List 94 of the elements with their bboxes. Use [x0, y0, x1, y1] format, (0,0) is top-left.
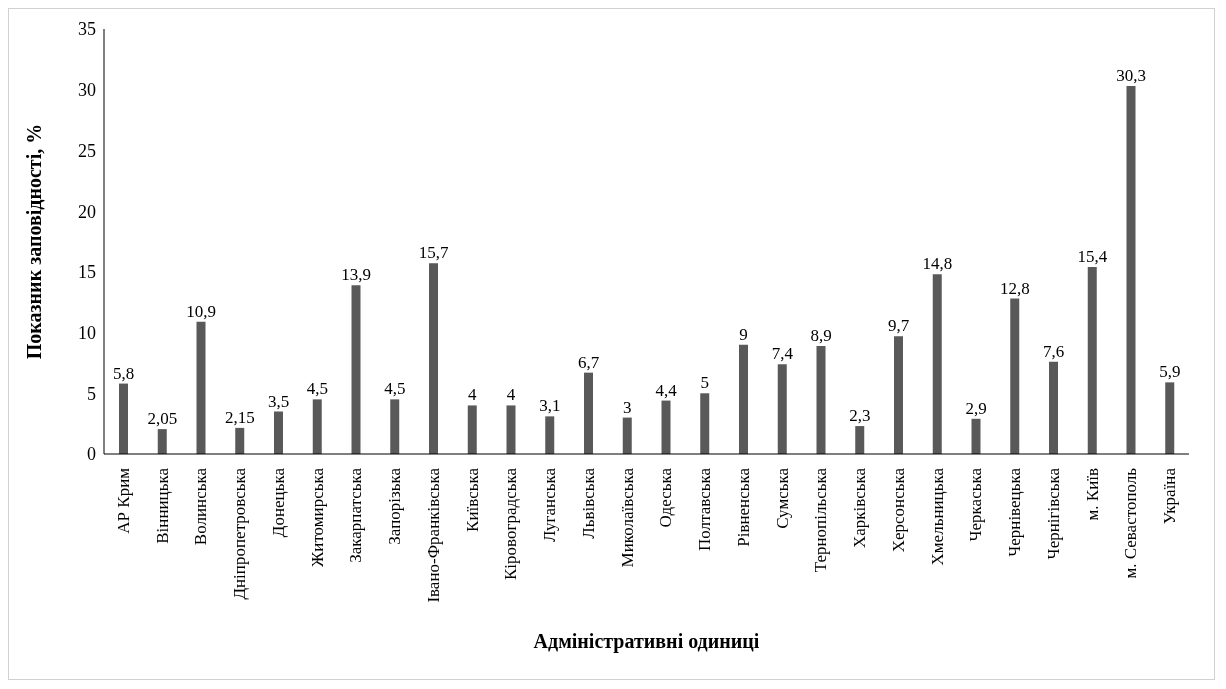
x-tick-label: Дніпропетровська [230, 467, 250, 600]
bar [816, 345, 826, 454]
data-label: 3,1 [539, 396, 561, 416]
bar [855, 426, 865, 454]
x-tick-label: Черкаська [966, 467, 986, 542]
data-label: 3,5 [267, 391, 290, 411]
x-tick-label: Волинська [191, 467, 211, 546]
data-label: 4,5 [306, 379, 328, 399]
bar [351, 285, 361, 454]
y-tick-label: 15 [78, 262, 96, 283]
x-tick-label: Львівська [578, 467, 598, 539]
x-tick-label: Харківська [850, 467, 870, 549]
x-tick-label: м. Севастополь [1121, 467, 1141, 579]
x-tick-label: Україна [1160, 467, 1180, 525]
data-label: 4,4 [655, 380, 678, 400]
data-label: 2,15 [224, 407, 255, 427]
data-label: 9,7 [887, 316, 910, 336]
bar [196, 321, 206, 454]
data-label: 10,9 [186, 301, 216, 321]
x-axis-title: Адміністративні одиниці [533, 630, 760, 654]
x-tick-label: Одеська [656, 467, 676, 528]
x-tick-label: Луганська [540, 467, 560, 543]
x-tick-label: Вінницька [152, 467, 172, 544]
x-tick-label: Кіровоградська [501, 467, 521, 580]
x-tick-label: Полтавська [695, 467, 715, 551]
y-tick-label: 25 [78, 140, 96, 161]
bar [1165, 382, 1175, 454]
x-tick-label: АР Крим [113, 467, 133, 534]
data-label: 2,3 [849, 406, 871, 426]
data-label: 30,3 [1116, 66, 1146, 86]
x-tick-label: Херсонська [888, 467, 908, 553]
y-tick-label: 30 [78, 80, 96, 101]
data-label: 4 [468, 385, 477, 405]
x-tick-label: Хмельницька [927, 467, 947, 566]
data-label: 5,8 [112, 363, 135, 383]
data-label: 5,9 [1159, 362, 1181, 382]
bar [584, 372, 593, 454]
data-label: 8,9 [810, 325, 832, 345]
data-label: 15,4 [1077, 247, 1108, 266]
x-tick-label: Сумська [772, 467, 792, 529]
x-tick-label: Тернопільська [811, 467, 831, 573]
x-tick-label: Донецька [268, 467, 288, 538]
bar [429, 263, 438, 454]
x-tick-label: Закарпатська [346, 467, 366, 563]
data-label: 13,9 [341, 265, 371, 285]
y-tick-label: 5 [87, 383, 96, 404]
data-label: 4 [506, 385, 516, 405]
x-tick-label: Чернігівська [1043, 467, 1063, 560]
data-label: 9 [739, 324, 748, 344]
data-label: 6,7 [577, 352, 600, 372]
x-tick-label: Рівненська [733, 467, 753, 547]
data-label: 2,9 [965, 398, 987, 418]
bar [1087, 267, 1097, 454]
y-tick-label: 10 [78, 322, 96, 343]
data-label: 2,05 [147, 409, 178, 429]
bar [622, 417, 632, 454]
bar [157, 429, 167, 454]
y-tick-label: 20 [78, 201, 96, 222]
y-axis-title: Показник заповідності, % [23, 123, 46, 360]
data-label: 4,5 [384, 379, 406, 399]
bar [700, 393, 710, 454]
y-tick-label: 35 [78, 19, 96, 40]
bar [1126, 86, 1136, 454]
data-label: 5 [700, 373, 709, 393]
data-label: 15,7 [418, 243, 449, 263]
x-tick-label: Київська [462, 467, 482, 532]
x-tick-label: м. Київ [1082, 468, 1102, 521]
bar [545, 416, 555, 454]
data-label: 3 [623, 397, 632, 417]
bar [661, 400, 671, 454]
data-label: 14,8 [922, 254, 953, 274]
data-label: 12,8 [999, 278, 1030, 298]
x-tick-label: Івано-Франківська [423, 467, 443, 603]
bar [119, 383, 128, 454]
bar [235, 427, 245, 454]
bar [894, 336, 903, 454]
bar [390, 399, 400, 454]
bar [274, 411, 283, 454]
data-label: 7,6 [1042, 341, 1065, 361]
x-tick-label: Житомирська [307, 467, 327, 567]
x-tick-label: Миколаївська [617, 467, 637, 568]
bar [1010, 298, 1020, 454]
data-label: 7,4 [771, 344, 794, 364]
y-tick-label: 0 [87, 444, 96, 465]
bar [467, 405, 477, 454]
x-tick-label: Запорізька [385, 467, 405, 545]
bar [932, 274, 942, 454]
x-tick-label: Чернівецька [1005, 467, 1025, 557]
bar [739, 344, 748, 454]
bar [506, 405, 516, 454]
bar [971, 418, 981, 454]
bar [1049, 361, 1058, 454]
bar [777, 364, 787, 454]
bar [312, 399, 322, 454]
